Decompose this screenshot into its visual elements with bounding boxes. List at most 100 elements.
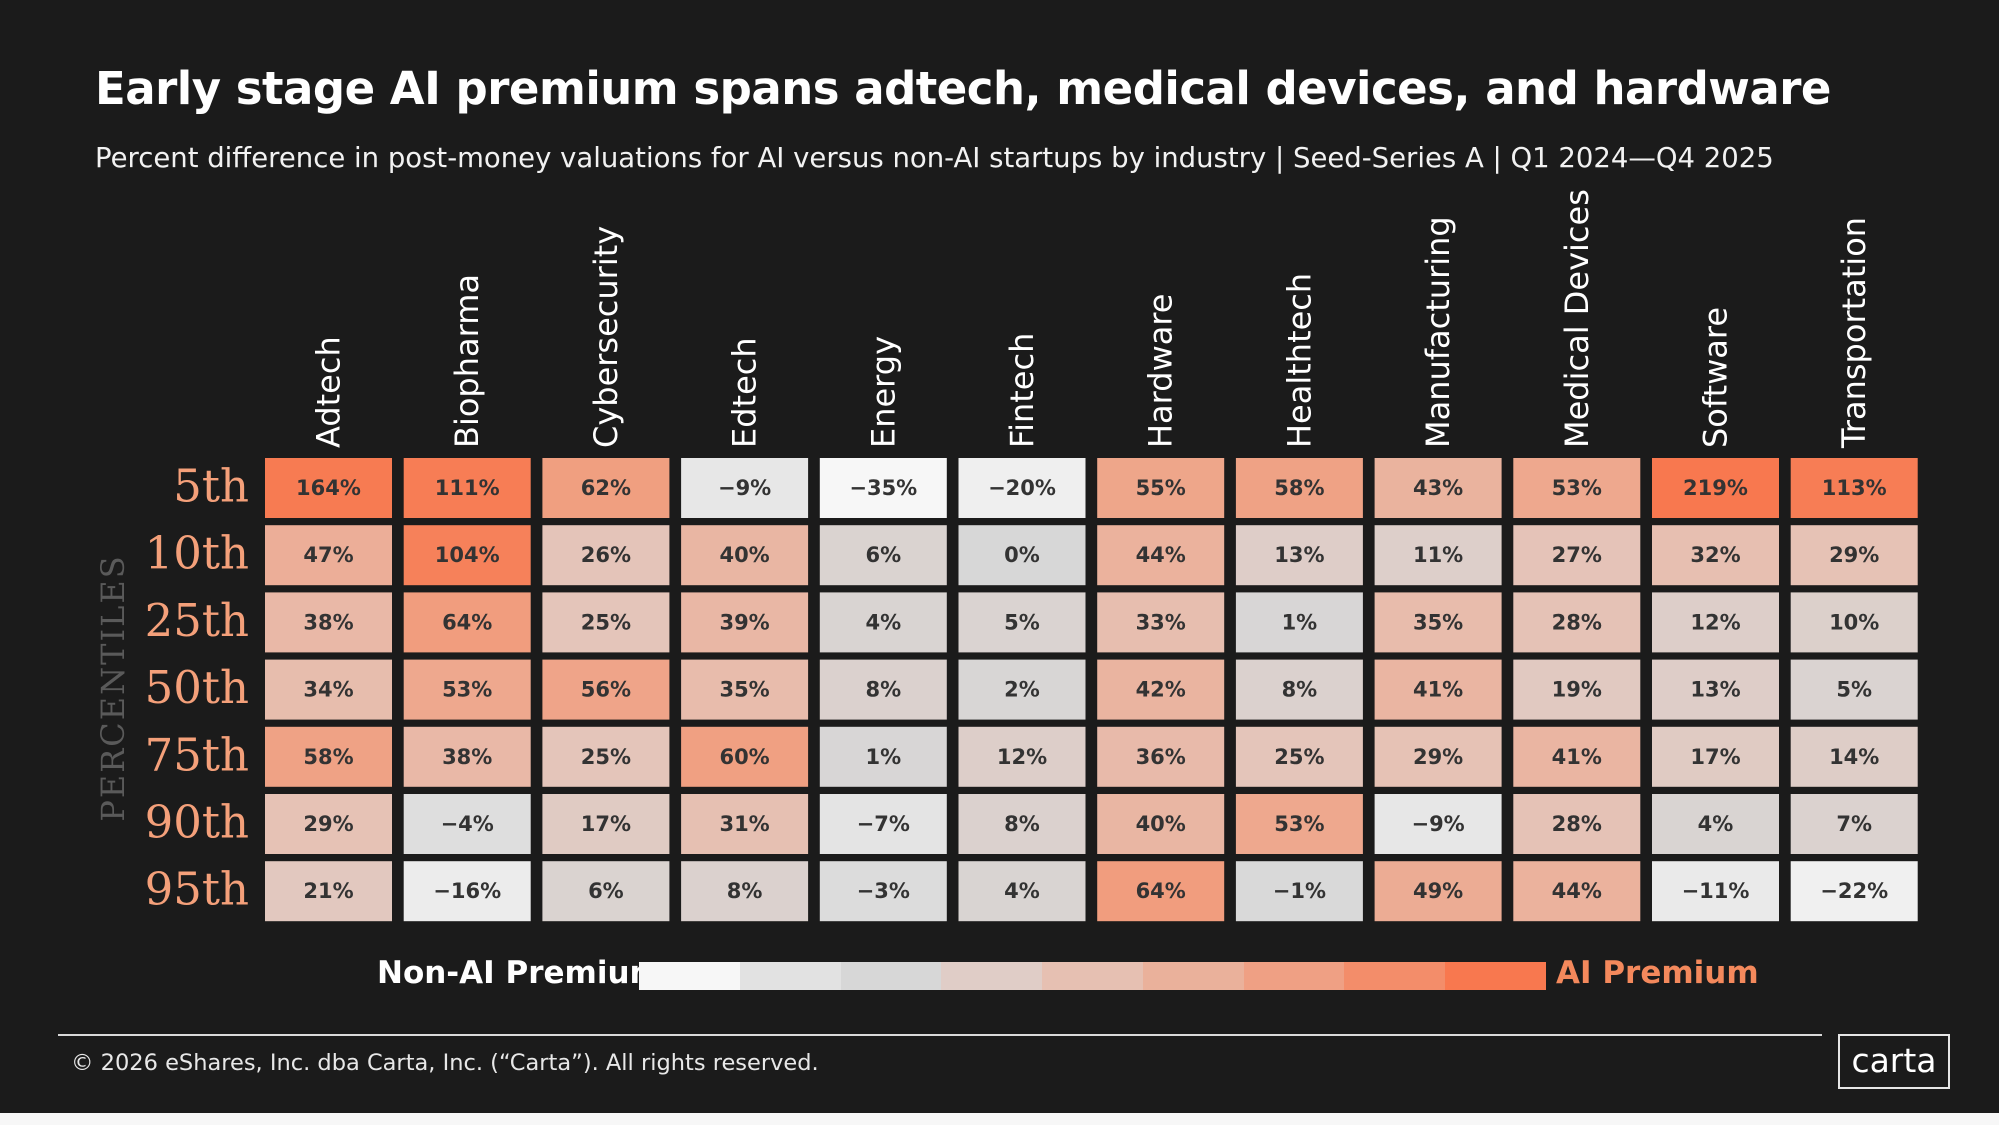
bottom-strip	[0, 1113, 1999, 1125]
cell-value-label: 1%	[1282, 610, 1318, 634]
heatmap-cell	[1513, 525, 1641, 586]
cell-value-label: 6%	[588, 879, 624, 903]
heatmap-cell	[681, 525, 809, 586]
cell-value-label: 113%	[1822, 476, 1887, 500]
cell-value-label: 2%	[1004, 678, 1040, 702]
column-label-adtech: Adtech	[310, 336, 348, 448]
heatmap-cell	[1652, 861, 1779, 922]
heatmap-cell	[1790, 592, 1918, 653]
column-label-transportation: Transportation	[1835, 217, 1873, 449]
cell-value-label: 4%	[865, 610, 901, 634]
cell-value-label: 17%	[1690, 745, 1740, 769]
heatmap-cell	[1652, 794, 1779, 854]
heatmap-cell	[265, 525, 392, 586]
heatmap-cell	[403, 592, 531, 653]
heatmap-cell	[1790, 726, 1918, 787]
cell-value-label: 29%	[1413, 745, 1463, 769]
heatmap-cell	[819, 525, 947, 586]
cell-value-label: 49%	[1413, 879, 1463, 903]
row-labels: 5th 10th 25th 50th 75th 90th 95th	[145, 460, 249, 916]
heatmap-cell	[542, 525, 670, 586]
row-label-5th: 5th	[173, 460, 249, 513]
cell-value-label: 12%	[997, 745, 1047, 769]
legend-scale-segment	[739, 962, 841, 990]
column-label-software: Software	[1697, 307, 1735, 448]
cell-value-label: 6%	[865, 543, 901, 567]
heatmap-cell	[958, 659, 1086, 720]
legend-left-label: Non-AI Premium	[377, 955, 662, 991]
cell-value-label: −7%	[857, 812, 910, 836]
heatmap-cell	[1374, 458, 1502, 518]
heatmap-cell	[1513, 458, 1641, 518]
heatmap-cell	[819, 458, 947, 518]
cell-value-label: 34%	[303, 678, 353, 702]
heatmap-cell	[542, 659, 670, 720]
cell-value-label: 40%	[719, 543, 769, 567]
cell-value-label: 41%	[1552, 745, 1602, 769]
heatmap-cell	[1097, 525, 1225, 586]
cell-value-label: 35%	[1413, 610, 1463, 634]
heatmap-cell	[681, 794, 809, 854]
heatmap-cell	[542, 592, 670, 653]
column-label-fintech: Fintech	[1003, 333, 1041, 448]
column-label-cybersecurity: Cybersecurity	[587, 226, 625, 448]
cell-value-label: 219%	[1683, 476, 1748, 500]
cell-value-label: 47%	[303, 543, 353, 567]
heatmap-cell	[958, 525, 1086, 586]
heatmap-cell	[1235, 726, 1363, 787]
heatmap-cell	[1652, 525, 1779, 586]
heatmap-cell	[403, 726, 531, 787]
copyright-text: © 2026 eShares, Inc. dba Carta, Inc. (“C…	[71, 1050, 819, 1076]
heatmap-cell	[819, 659, 947, 720]
cell-value-label: 35%	[719, 678, 769, 702]
heatmap-cell	[1652, 592, 1779, 653]
heatmap-cell	[403, 458, 531, 518]
heatmap-cell	[1235, 458, 1363, 518]
heatmap-cell	[1790, 525, 1918, 586]
cell-value-label: 64%	[1136, 879, 1186, 903]
legend-scale-segment	[840, 962, 942, 990]
legend-scale-segment	[1142, 962, 1244, 990]
heatmap-cell	[1790, 861, 1918, 922]
heatmap-cell	[265, 861, 392, 922]
legend-right-label: AI Premium	[1556, 955, 1759, 991]
column-label-energy: Energy	[864, 336, 902, 448]
cell-value-label: 28%	[1552, 812, 1602, 836]
cell-value-label: −3%	[857, 879, 910, 903]
heatmap-cell	[265, 458, 392, 518]
cell-value-label: 13%	[1690, 678, 1740, 702]
chart-title: Early stage AI premium spans adtech, med…	[95, 62, 1831, 115]
row-label-25th: 25th	[145, 594, 249, 647]
heatmap-cell	[681, 592, 809, 653]
cell-value-label: 27%	[1552, 543, 1602, 567]
cell-value-label: 44%	[1136, 543, 1186, 567]
cell-value-label: 25%	[581, 745, 631, 769]
legend-scale-segment	[941, 962, 1043, 990]
row-label-10th: 10th	[145, 527, 249, 580]
cell-value-label: 21%	[303, 879, 353, 903]
heatmap-cell	[1790, 794, 1918, 854]
heatmap-cell	[819, 861, 947, 922]
heatmap-cell	[1235, 592, 1363, 653]
cell-value-label: 32%	[1690, 543, 1740, 567]
cell-value-label: 11%	[1413, 543, 1463, 567]
cell-value-label: 8%	[1282, 678, 1318, 702]
cell-value-label: −1%	[1273, 879, 1326, 903]
column-label-edtech: Edtech	[726, 337, 764, 448]
legend-color-scale	[639, 962, 1547, 990]
heatmap-cell	[1097, 592, 1225, 653]
heatmap-cell	[1652, 726, 1779, 787]
heatmap-cell	[1097, 794, 1225, 854]
row-label-90th: 90th	[145, 796, 249, 849]
heatmap-cell	[1790, 458, 1918, 518]
legend-scale-segment	[1243, 962, 1345, 990]
heatmap-cell	[819, 592, 947, 653]
heatmap-cell	[265, 726, 392, 787]
column-label-hardware: Hardware	[1142, 294, 1180, 449]
heatmap-cell	[1374, 659, 1502, 720]
cell-value-label: 4%	[1698, 812, 1734, 836]
heatmap-cell	[1513, 726, 1641, 787]
cell-value-label: 1%	[865, 745, 901, 769]
heatmap-cells: 164% 111% 62% −9% −35% −20% 55% 58% 43% 53% 219% 11…	[265, 458, 1918, 922]
